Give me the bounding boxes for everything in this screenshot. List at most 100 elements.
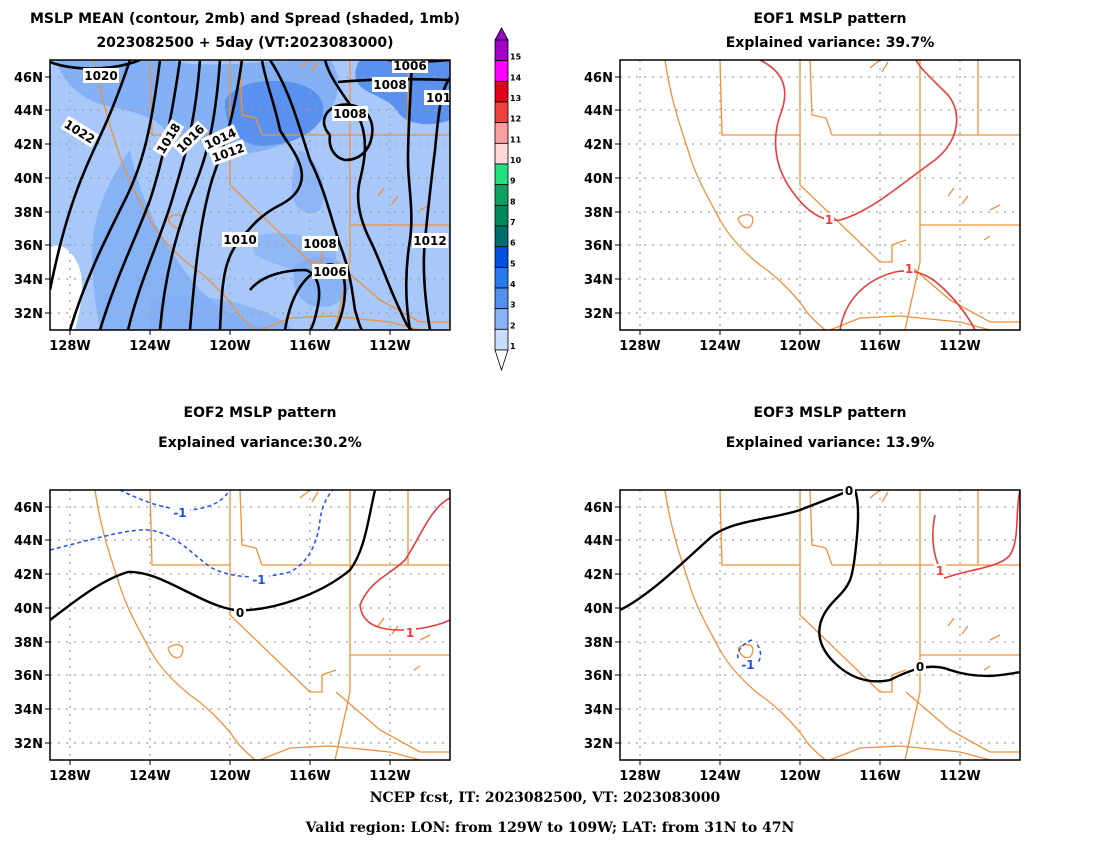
contour-label: -1 (252, 573, 265, 587)
panel-eof3: EOF3 MSLP pattern Explained variance: 13… (584, 405, 1021, 784)
colorbar-level-label: 1 (510, 342, 516, 351)
lat-tick-label: 42N (584, 138, 613, 153)
lon-tick-label: 112W (369, 339, 410, 354)
lon-tick-label: 128W (619, 769, 660, 784)
lat-tick-label: 40N (584, 172, 613, 187)
lon-axis: 128W 124W 120W 116W 112W (49, 339, 410, 354)
lat-tick-label: 42N (584, 568, 613, 583)
panel-title-line1: MSLP MEAN (contour, 2mb) and Spread (sha… (30, 11, 460, 27)
contour-label: 1010 (223, 233, 256, 247)
lon-tick-label: 112W (939, 769, 980, 784)
lon-tick-label: 124W (699, 339, 740, 354)
map-frame (49, 59, 451, 331)
colorbar-level-label: 9 (510, 177, 516, 186)
lon-tick-label: 124W (129, 339, 170, 354)
lon-tick-label: 120W (779, 769, 820, 784)
contour-label: 1 (406, 626, 414, 640)
lat-tick-label: 32N (14, 307, 43, 322)
isobars (50, 60, 450, 330)
graticule (50, 490, 450, 760)
lat-axis: 46N 44N 42N 40N 38N 36N 34N 32N (14, 501, 43, 752)
colorbar-swatch (494, 266, 509, 289)
colorbar-level-label: 4 (510, 280, 516, 289)
lon-axis: 128W 124W 120W 116W 112W (619, 339, 980, 354)
map-frame (619, 489, 1021, 761)
colorbar-swatch (494, 308, 509, 330)
contour-label: 0 (916, 660, 924, 674)
lon-tick-label: 116W (859, 769, 900, 784)
colorbar-level-label: 12 (510, 115, 521, 124)
lat-tick-label: 46N (584, 71, 613, 86)
colorbar-level-label: 3 (510, 301, 516, 310)
map-frame (49, 489, 451, 761)
lat-tick-label: 38N (584, 636, 613, 651)
colorbar-level-label: 11 (510, 135, 522, 144)
lon-tick-label: 120W (779, 339, 820, 354)
lon-axis: 128W 124W 120W 116W 112W (619, 769, 980, 784)
lat-tick-label: 32N (14, 737, 43, 752)
tick-marks (45, 76, 391, 335)
spread-colorbar: 15 14 13 12 11 10 9 8 7 6 5 4 3 2 1 (494, 27, 522, 372)
panel-eof1: EOF1 MSLP pattern Explained variance: 39… (584, 11, 1021, 354)
contour-label: 1006 (393, 59, 426, 73)
colorbar-level-label: 8 (510, 197, 516, 206)
lat-axis: 46N 44N 42N 40N 38N 36N 34N 32N (584, 501, 613, 752)
lon-tick-label: 120W (209, 769, 250, 784)
lat-tick-label: 44N (14, 534, 43, 549)
colorbar-swatch (494, 246, 509, 268)
panel-mean-spread: MSLP MEAN (contour, 2mb) and Spread (sha… (14, 11, 460, 354)
colorbar-swatch (494, 328, 509, 351)
colorbar-swatch (494, 80, 509, 103)
colorbar-level-label: 13 (510, 94, 521, 103)
contour-label: -1 (173, 506, 186, 520)
colorbar-swatch (494, 163, 509, 186)
colorbar-level-label: 2 (510, 321, 516, 330)
footer-line2: Valid region: LON: from 129W to 109W; LA… (305, 820, 795, 836)
panel-title-line1: EOF1 MSLP pattern (754, 11, 907, 27)
lat-tick-label: 36N (584, 669, 613, 684)
lon-tick-label: 128W (619, 339, 660, 354)
lat-tick-label: 44N (584, 104, 613, 119)
panel-title-line2: Explained variance:30.2% (158, 435, 362, 451)
lat-tick-label: 46N (14, 71, 43, 86)
lon-tick-label: 112W (939, 339, 980, 354)
lat-tick-label: 46N (14, 501, 43, 516)
map-frame (619, 59, 1021, 331)
lat-tick-label: 42N (14, 138, 43, 153)
colorbar-level-label: 14 (510, 73, 522, 82)
positive-contours (359, 497, 450, 631)
tick-marks (45, 506, 391, 765)
lon-axis: 128W 124W 120W 116W 112W (49, 769, 410, 784)
panel-eof2: EOF2 MSLP pattern Explained variance:30.… (14, 405, 451, 784)
positive-contours (759, 60, 976, 330)
contour-label: 1008 (333, 107, 366, 121)
lat-tick-label: 34N (14, 703, 43, 718)
lat-axis: 46N 44N 42N 40N 38N 36N 34N 32N (584, 71, 613, 322)
colorbar-level-label: 5 (510, 259, 516, 268)
lon-tick-label: 124W (129, 769, 170, 784)
lat-tick-label: 38N (14, 636, 43, 651)
contour-label: 1008 (303, 237, 336, 251)
lat-tick-label: 42N (14, 568, 43, 583)
contour-label: 101 (426, 91, 451, 105)
colorbar-level-label: 6 (510, 239, 516, 248)
positive-contours (932, 490, 1020, 579)
lat-tick-label: 34N (14, 273, 43, 288)
lat-tick-label: 36N (584, 239, 613, 254)
state-outlines (664, 490, 1020, 760)
colorbar-level-label: 7 (510, 218, 516, 227)
lat-tick-label: 40N (584, 602, 613, 617)
lon-tick-label: 124W (699, 769, 740, 784)
contour-label: 1012 (413, 234, 446, 248)
colorbar-swatch (494, 204, 509, 227)
colorbar-swatch (494, 101, 509, 124)
contour-label: 1 (936, 564, 944, 578)
lat-tick-label: 36N (14, 239, 43, 254)
graticule (620, 60, 1020, 330)
colorbar-swatch (494, 287, 509, 310)
lat-tick-label: 32N (584, 307, 613, 322)
lon-tick-label: 116W (289, 339, 330, 354)
state-outlines (664, 60, 1020, 330)
footer-line1: NCEP fcst, IT: 2023082500, VT: 202308300… (370, 790, 721, 806)
